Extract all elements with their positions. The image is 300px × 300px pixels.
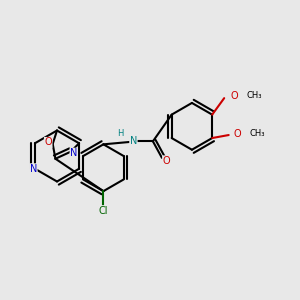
Text: CH₃: CH₃: [250, 129, 265, 138]
Text: CH₃: CH₃: [247, 91, 262, 100]
Text: N: N: [70, 148, 77, 158]
Text: O: O: [234, 128, 242, 139]
Text: N: N: [30, 164, 37, 174]
Text: O: O: [163, 156, 170, 166]
Text: O: O: [44, 137, 52, 147]
Text: H: H: [117, 129, 123, 138]
Text: Cl: Cl: [99, 206, 108, 216]
Text: N: N: [130, 136, 137, 146]
Text: O: O: [231, 91, 238, 101]
